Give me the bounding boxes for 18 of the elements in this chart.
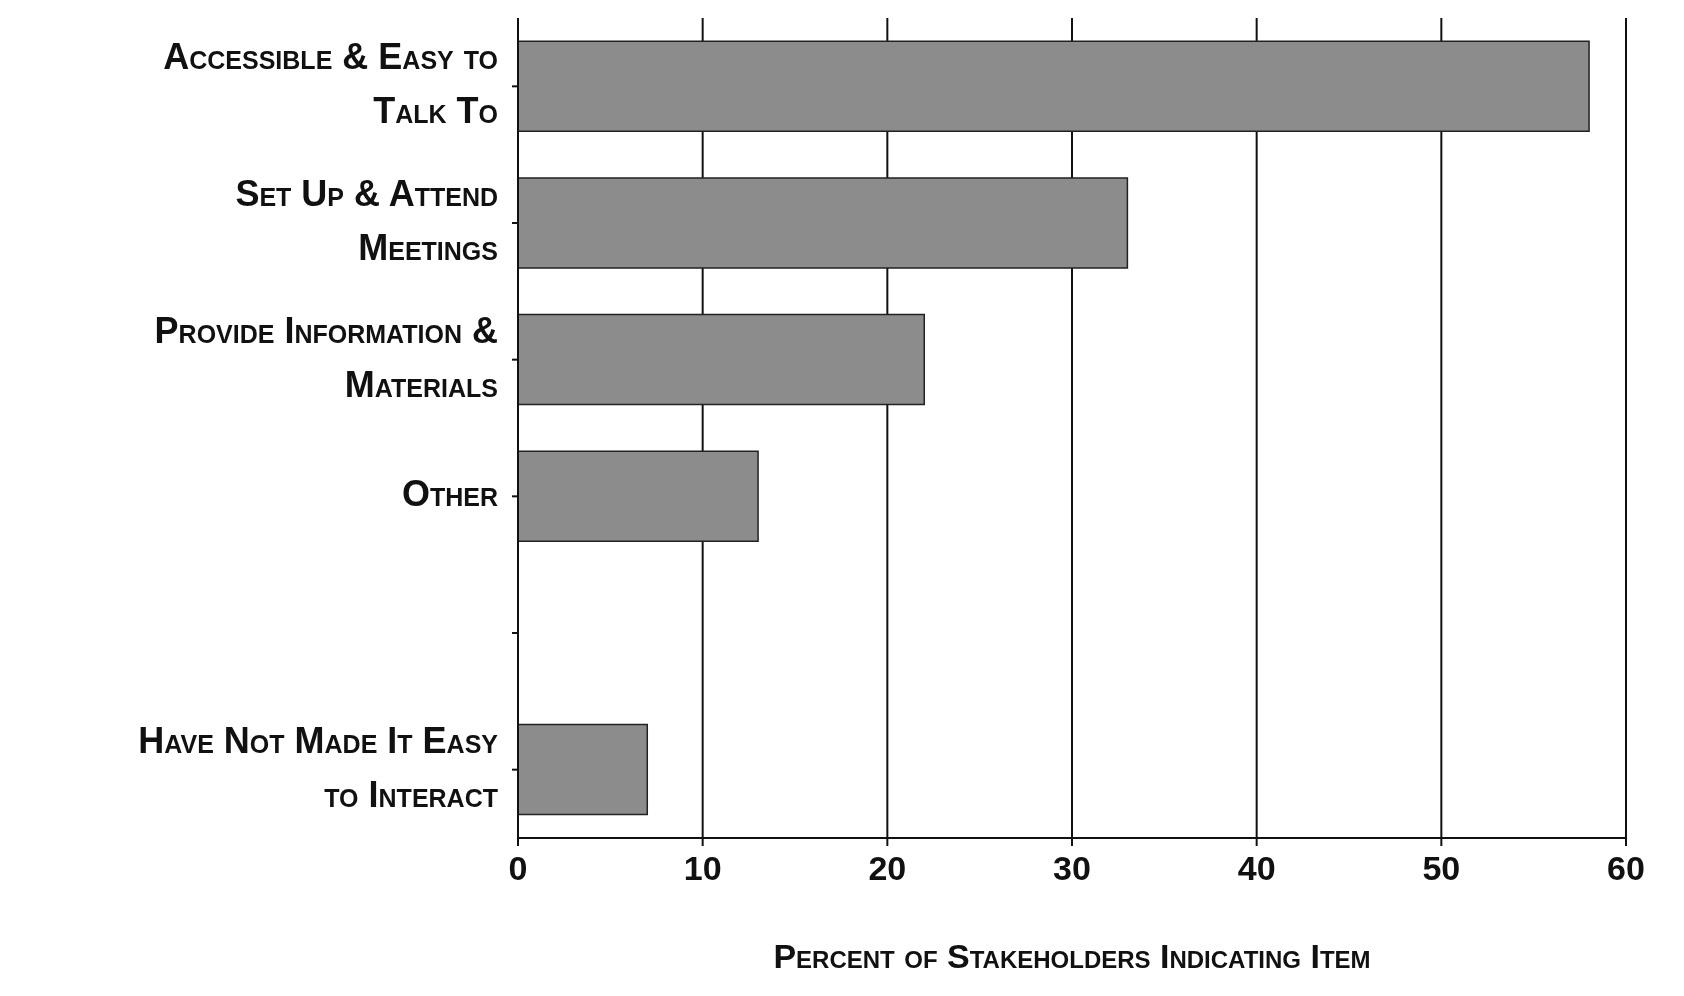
x-tick-label: 50	[1422, 849, 1461, 888]
y-tick-label: Accessible & Easy to Talk To	[163, 35, 498, 131]
x-tick-label: 0	[508, 849, 528, 888]
x-tick-label: 30	[1053, 849, 1091, 888]
bar	[518, 313, 926, 406]
y-tick-label: Provide Information & Materials	[154, 309, 498, 405]
x-axis-title: Percent of Stakeholders Indicating Item	[773, 937, 1371, 975]
x-tick-label: 10	[683, 849, 722, 888]
x-tick-label: 40	[1237, 849, 1276, 888]
y-tick-label: Other	[401, 472, 498, 514]
y-tick-label: Have Not Made It Easy to Interact	[138, 719, 499, 815]
bar	[518, 723, 649, 816]
bar	[518, 450, 759, 542]
x-tick-label: 60	[1607, 849, 1645, 888]
bar	[518, 177, 1129, 269]
y-tick-label: Set Up & Attend Meetings	[235, 172, 498, 268]
x-tick-label: 20	[868, 849, 907, 888]
bar	[518, 40, 1590, 132]
